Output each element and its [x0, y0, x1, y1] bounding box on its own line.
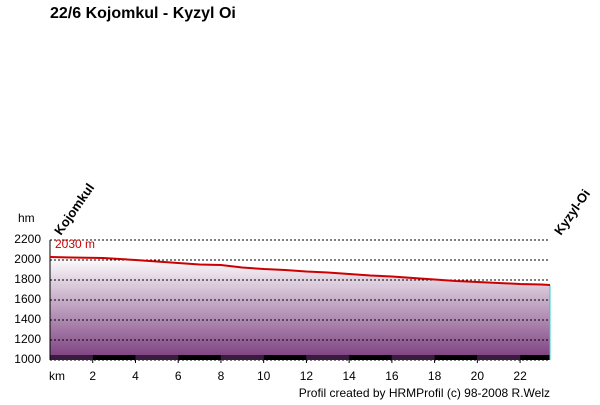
scale-band [349, 355, 392, 360]
y-tick-label: 1000 [14, 352, 41, 366]
scale-band [391, 355, 435, 360]
scale-band [92, 355, 136, 360]
scale-band [135, 355, 179, 360]
y-tick-label: 1400 [14, 312, 41, 326]
x-tick-label: 12 [300, 369, 314, 383]
value-label: 2030 m [55, 237, 95, 251]
scale-band [50, 355, 93, 360]
x-tick-label: 16 [385, 369, 399, 383]
y-tick-label: 2200 [14, 232, 41, 246]
y-tick-label: 1800 [14, 272, 41, 286]
scale-band [477, 355, 521, 360]
x-tick-label: 2 [89, 369, 96, 383]
elevation-line [49, 256, 551, 286]
x-tick-label: 18 [428, 369, 442, 383]
location-label: Kyzyl-Oi [551, 186, 593, 237]
y-tick-label: 2000 [14, 252, 41, 266]
y-axis-label: hm [18, 211, 35, 225]
x-tick-label: 14 [342, 369, 356, 383]
y-tick-label: 1600 [14, 292, 41, 306]
chart-title: 22/6 Kojomkul - Kyzyl Oi [50, 5, 236, 22]
credit: Profil created by HRMProfil (c) 98-2008 … [299, 386, 550, 400]
x-tick-label: 20 [471, 369, 485, 383]
x-axis-label: km [49, 369, 65, 383]
x-tick-label: 8 [218, 369, 225, 383]
scale-band [520, 355, 550, 360]
scale-band [263, 355, 307, 360]
location-label: Kojomkul [51, 181, 97, 238]
scale-band [434, 355, 478, 360]
x-tick-label: 10 [257, 369, 271, 383]
x-tick-label: 4 [132, 369, 139, 383]
scale-band [220, 355, 264, 360]
x-tick-label: 22 [513, 369, 527, 383]
area-fill [50, 257, 550, 360]
x-tick-label: 6 [175, 369, 182, 383]
scale-band [178, 355, 221, 360]
y-tick-label: 1200 [14, 332, 41, 346]
scale-band [306, 355, 350, 360]
